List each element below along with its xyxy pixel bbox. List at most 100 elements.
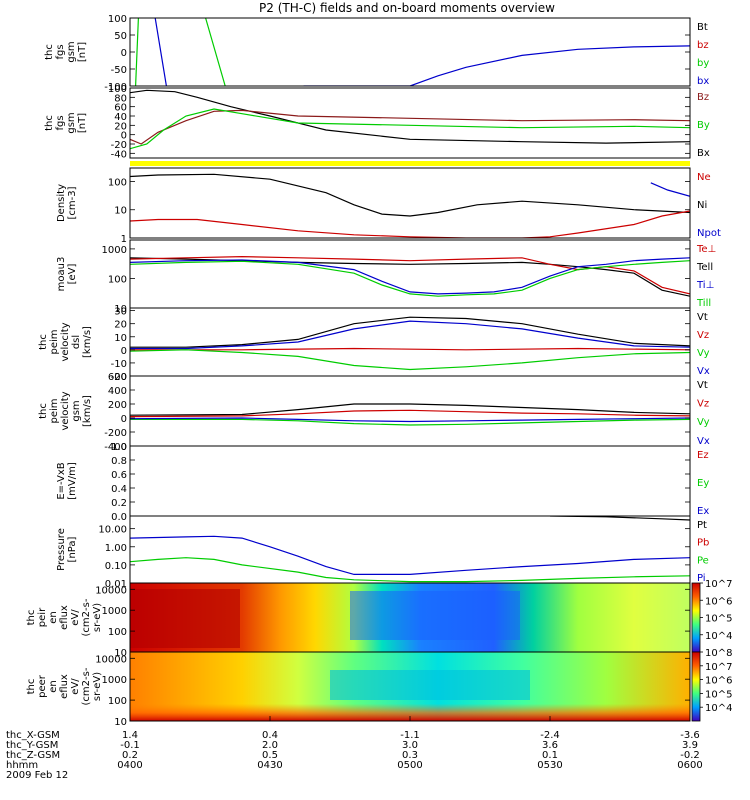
date-label: 2009 Feb 12 [6,770,68,781]
y-tick-label: 0.10 [105,561,127,572]
y-axis-label: eflux [59,605,70,630]
y-axis-label: eV/ [70,609,81,626]
y-tick-label: 1.0 [111,442,127,453]
y-axis-label: peim [49,398,60,423]
series-line-Vy [130,349,690,371]
y-tick-label: -20 [111,372,127,383]
x-tick-label: -0.1 [120,740,140,751]
y-tick-label: -200 [104,428,127,439]
colorbar-tick-label: 10^5 [705,614,732,625]
y-axis-label: thc [44,115,55,131]
x-tick-label: 0.4 [262,730,278,741]
legend-entry: Ne [697,172,711,183]
y-tick-label: 100 [108,84,127,95]
panel-frame [129,515,691,584]
series-line-Ne [130,210,690,238]
y-tick-label: 10 [114,648,127,659]
series-line-By [130,108,690,150]
legend-entry: Te⊥ [696,244,716,255]
y-tick-label: 1 [121,234,127,245]
y-axis-label: [mV/m] [67,462,78,500]
y-tick-label: 50 [114,31,127,42]
y-axis-label: thc [26,610,37,626]
legend-entry: Pb [697,538,709,549]
y-tick-label: 0.8 [111,456,127,467]
legend-entry: Ey [697,478,709,489]
y-tick-label: 10 [114,333,127,344]
x-tick-label: 2.0 [262,740,278,751]
y-axis-label: thc [26,679,37,695]
x-tick-label: 0.5 [262,750,278,761]
legend-entry: bz [697,40,709,51]
series-line-Vx [130,320,690,350]
y-axis-label: peir [37,607,48,627]
legend-entry: Pe [697,555,709,566]
series-line-Vy [130,418,690,426]
colorbar-tick-label: 10^7 [705,579,732,590]
y-axis-label: velocity [60,391,71,430]
colorbar-tick-label: 10^6 [705,676,732,687]
colorbar-tick-label: 10^8 [705,648,732,659]
x-tick-label: 0.2 [122,750,138,761]
panel-frame [129,87,691,159]
y-tick-label: 10.00 [98,525,127,536]
y-axis-label: [nT] [77,113,88,133]
legend-entry: Till [696,298,711,309]
x-tick-label: 3.9 [682,740,698,751]
y-tick-label: 0.0 [111,512,127,523]
y-axis-label: eV/ [70,678,81,695]
legend-entry: bx [697,76,709,87]
series-line-Tell [130,257,690,297]
legend-entry: Pi [697,573,706,584]
x-tick-label: 0400 [117,760,142,771]
colorbar-tick-label: 10^6 [705,596,732,607]
y-tick-label: 600 [108,372,127,383]
series-line-by [135,18,139,86]
y-tick-label: 1.00 [105,543,127,554]
colorbar-tick-label: 10^7 [705,662,732,673]
y-axis-label: [nPa] [67,536,78,562]
y-axis-label: fgs [55,115,66,130]
series-line-Bz [130,109,690,145]
y-tick-label: 1000 [102,245,127,256]
flag-bar [130,161,690,166]
legend-entry: Bz [697,92,709,103]
legend-entry: Vt [697,380,708,391]
y-tick-label: 100 [108,627,127,638]
series-line-Ti⊥ [130,257,690,295]
panel-8: Pt Pb Pe Pi 10.00 1.00 0.10 0.01 Pressure [nPa] [56,515,709,590]
x-axis-row-label: hhmm [6,760,38,771]
y-axis-label: [km/s] [82,395,93,427]
y-axis-label: moau3 [56,257,67,292]
legend-entry: Vy [697,348,710,359]
y-axis-label: sr-eV) [92,603,103,632]
x-tick-label: 0.3 [402,750,418,761]
y-axis-label: fgs [55,44,66,59]
series-line-Pi [130,535,690,576]
y-tick-label: -40 [111,149,127,160]
y-tick-label: 100 [108,177,127,188]
y-axis-label: gsm [66,112,77,133]
series-line-by [205,18,226,86]
y-tick-label: 20 [114,121,127,132]
series-line-Till [130,260,690,297]
series-line-bx [154,18,167,86]
y-axis-label: thc [38,403,49,419]
y-tick-label: 1000 [102,606,127,617]
x-tick-label: 3.6 [542,740,558,751]
colorbar [691,651,701,722]
y-axis-label: [km/s] [82,326,93,358]
y-axis-label: peim [49,329,60,354]
series-line-Vx [130,417,690,423]
y-tick-label: 20 [114,320,127,331]
y-tick-label: -10 [111,359,127,370]
x-tick-label: 0600 [677,760,702,771]
legend-entry: Bt [697,22,708,33]
y-axis-label: eflux [59,674,70,699]
x-tick-label: -2.4 [540,730,560,741]
legend-entry: Tell [696,262,713,273]
y-tick-label: 60 [114,103,127,114]
spectrogram-feature [330,670,530,700]
spectrogram-feature [130,589,240,648]
y-tick-label: 40 [114,112,127,123]
